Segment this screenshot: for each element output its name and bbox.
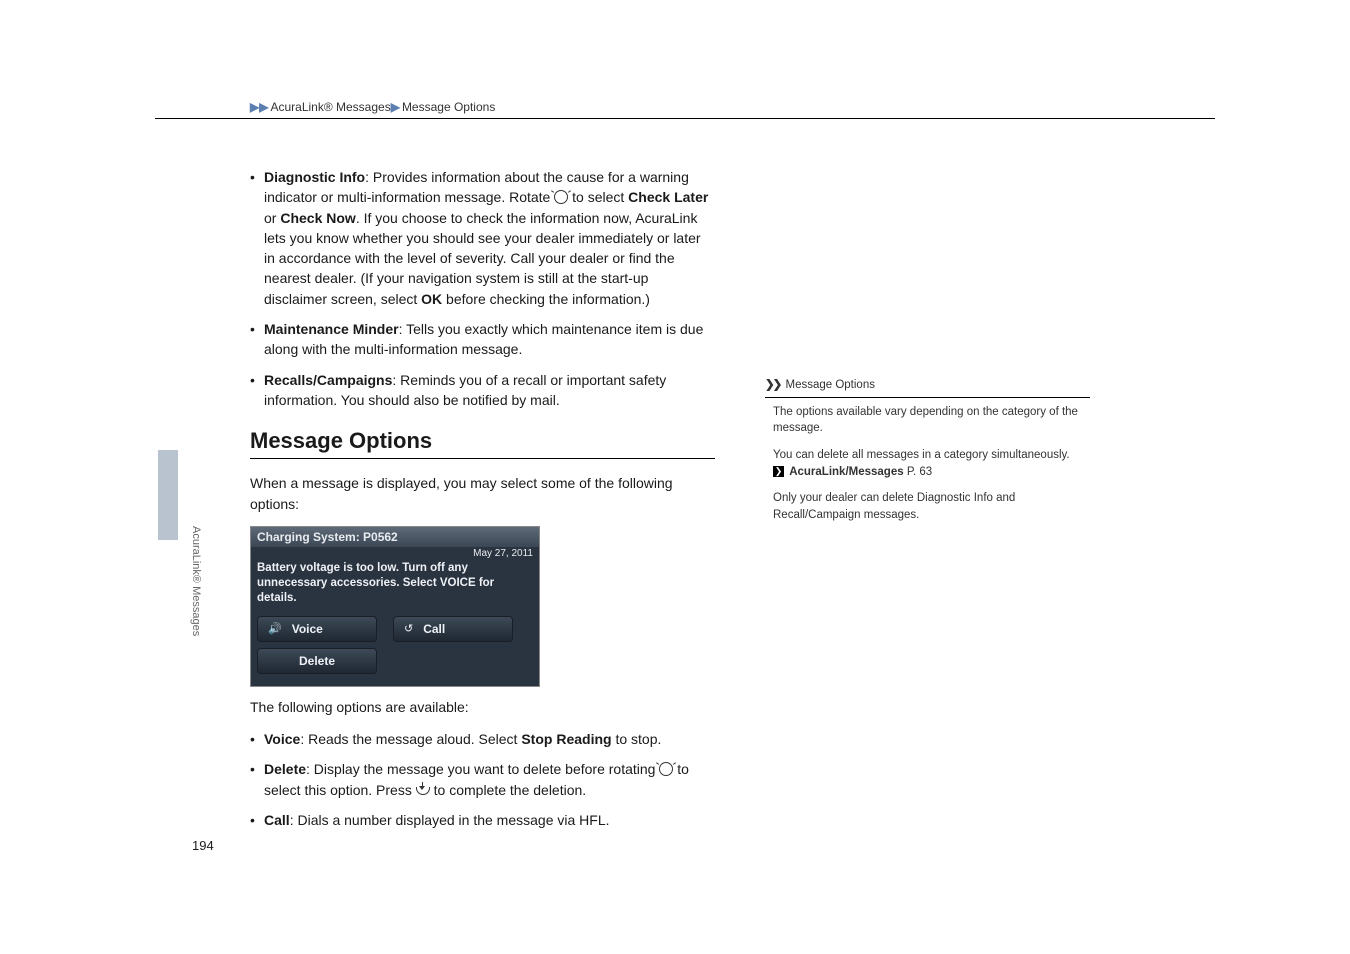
screenshot-title: Charging System: P0562 xyxy=(251,527,539,547)
sidebar-column: ❯❯ Message Options The options available… xyxy=(765,167,1090,840)
voice-button[interactable]: 🔊 Voice xyxy=(257,616,377,642)
screenshot-button-area: 🔊 Voice ↺ Call Delete xyxy=(251,612,539,686)
rotate-dial-icon xyxy=(659,762,673,776)
item-lead: Maintenance Minder xyxy=(264,321,399,337)
item-lead: Recalls/Campaigns xyxy=(264,372,392,388)
section-heading: Message Options xyxy=(250,428,715,459)
delete-button-label: Delete xyxy=(299,654,335,668)
message-categories-list: Diagnostic Info: Provides information ab… xyxy=(250,167,715,410)
breadcrumb-arrow-icon: ▶▶ xyxy=(250,100,268,114)
list-item: Delete: Display the message you want to … xyxy=(250,759,715,800)
screenshot-body-text: Battery voltage is too low. Turn off any… xyxy=(251,559,539,612)
device-screenshot: Charging System: P0562 May 27, 2011 Batt… xyxy=(250,526,540,687)
note-paragraph: Only your dealer can delete Diagnostic I… xyxy=(765,490,1090,523)
page-header: ▶▶AcuraLink® Messages▶Message Options xyxy=(155,100,1215,119)
main-column: Diagnostic Info: Provides information ab… xyxy=(155,167,715,840)
list-item: Diagnostic Info: Provides information ab… xyxy=(250,167,715,309)
press-dial-icon xyxy=(416,787,430,795)
note-paragraph: You can delete all messages in a categor… xyxy=(765,447,1090,480)
list-item: Voice: Reads the message aloud. Select S… xyxy=(250,729,715,749)
page-number: 194 xyxy=(192,838,214,853)
note-heading: ❯❯ Message Options xyxy=(765,377,1090,398)
list-item: Call: Dials a number displayed in the me… xyxy=(250,810,715,830)
item-lead: Delete xyxy=(264,761,306,777)
section-intro: When a message is displayed, you may sel… xyxy=(250,473,715,514)
item-lead: Diagnostic Info xyxy=(264,169,365,185)
page-content: ▶▶AcuraLink® Messages▶Message Options Di… xyxy=(155,100,1215,840)
cross-reference-link[interactable]: AcuraLink/Messages xyxy=(789,466,903,478)
voice-button-label: Voice xyxy=(292,622,323,636)
call-button-label: Call xyxy=(423,622,445,636)
rotate-dial-icon xyxy=(554,190,568,204)
list-item: Recalls/Campaigns: Reminds you of a reca… xyxy=(250,370,715,411)
options-list: Voice: Reads the message aloud. Select S… xyxy=(250,729,715,830)
item-lead: Voice xyxy=(264,731,300,747)
cross-reference-page: P. 63 xyxy=(907,466,932,478)
call-button[interactable]: ↺ Call xyxy=(393,616,513,642)
link-chevron-icon: ❯ xyxy=(773,466,784,477)
delete-button[interactable]: Delete xyxy=(257,648,377,674)
note-paragraph: The options available vary depending on … xyxy=(765,404,1090,437)
note-chevron-icon: ❯❯ xyxy=(765,379,780,391)
breadcrumb-arrow-icon: ▶ xyxy=(391,100,400,114)
breadcrumb: ▶▶AcuraLink® Messages▶Message Options xyxy=(155,100,1215,114)
list-item: Maintenance Minder: Tells you exactly wh… xyxy=(250,319,715,360)
breadcrumb-section: AcuraLink® Messages xyxy=(270,100,390,114)
options-intro: The following options are available: xyxy=(250,697,715,717)
call-icon: ↺ xyxy=(404,622,413,635)
breadcrumb-page: Message Options xyxy=(402,100,495,114)
note-title: Message Options xyxy=(785,379,875,391)
speaker-icon: 🔊 xyxy=(268,622,282,635)
screenshot-date: May 27, 2011 xyxy=(251,547,539,559)
sidebar-note: ❯❯ Message Options The options available… xyxy=(765,377,1090,524)
item-lead: Call xyxy=(264,812,290,828)
